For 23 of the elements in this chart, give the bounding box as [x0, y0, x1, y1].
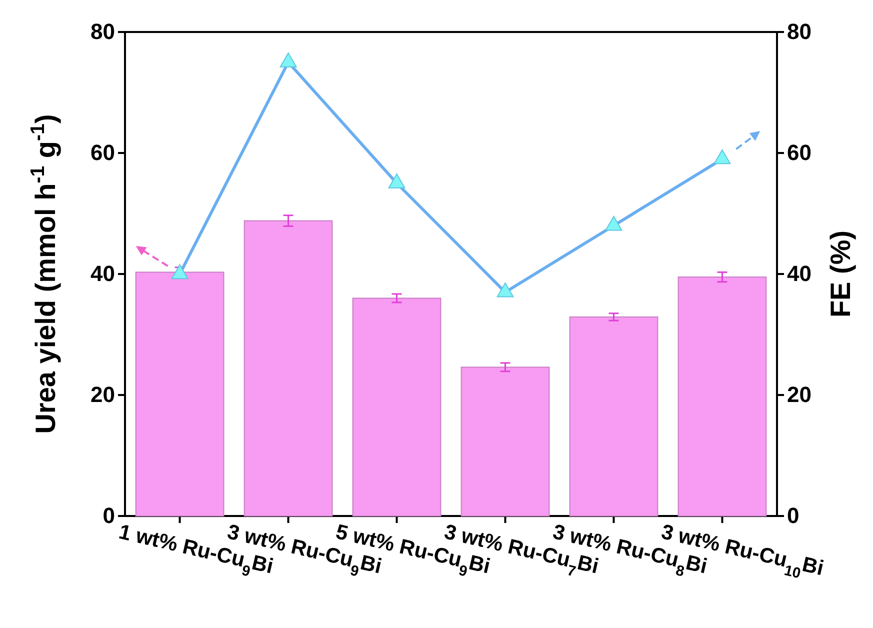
- point: [388, 174, 406, 188]
- bar: [460, 366, 550, 516]
- point: [605, 216, 622, 231]
- y-tick-label: 80: [90, 19, 115, 44]
- y2-tick-label: 0: [787, 503, 800, 528]
- y-tick-label: 0: [102, 503, 115, 528]
- point: [171, 264, 188, 280]
- bar: [678, 276, 767, 516]
- point: [280, 52, 297, 68]
- bar: [352, 298, 442, 516]
- y2-tick-label: 40: [787, 261, 812, 286]
- y2-tick-label: 20: [787, 382, 812, 408]
- point: [496, 282, 514, 298]
- bar: [244, 220, 333, 516]
- bar: [569, 316, 658, 516]
- bar: [135, 272, 224, 516]
- y-tick-label: 60: [90, 140, 115, 166]
- y2-axis-title: FE (%): [825, 230, 856, 318]
- y2-tick-label: 60: [787, 140, 812, 166]
- y-tick-label: 40: [90, 261, 115, 286]
- y-tick-label: 20: [90, 382, 115, 408]
- point: [714, 149, 731, 164]
- y2-tick-label: 80: [787, 19, 812, 44]
